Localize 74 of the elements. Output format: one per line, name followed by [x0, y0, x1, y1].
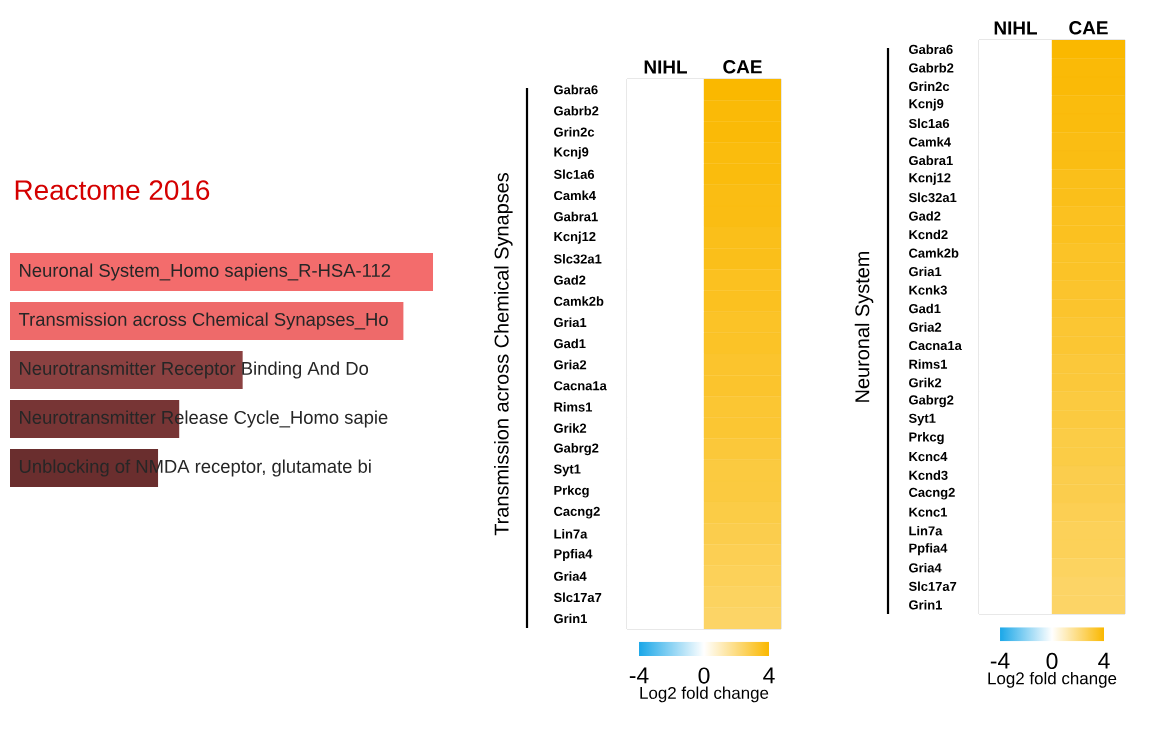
color-bar-label: 0 [1046, 652, 1058, 670]
y-tick-label: Slc1a6 [553, 169, 595, 179]
y-tick-label: Camk4 [554, 190, 596, 201]
x-tick-label: NIHL [644, 60, 687, 74]
color-bar-title: Log2 fold change [988, 671, 1117, 688]
y-tick-label: Grin2c [909, 81, 950, 92]
y-axis-title: Transmission across Chemical Synapses [494, 173, 513, 536]
y-tick-label: Syt1 [553, 464, 581, 477]
y-axis-title: Neuronal System [854, 251, 874, 402]
y-tick-label: Prkcg [554, 485, 589, 498]
y-tick-label: Gria4 [909, 562, 942, 573]
color-bar-label: -4 [629, 667, 649, 684]
y-tick-label: Cacng2 [554, 506, 600, 519]
y-tick-label: Kcnj9 [909, 98, 944, 111]
y-tick-label: Slc32a1 [908, 192, 957, 203]
y-tick-label: Kcnk3 [909, 285, 947, 295]
y-tick-label: Lin7a [554, 529, 588, 539]
y-tick-label: Gria2 [909, 322, 942, 332]
y-tick-label: Syt1 [908, 413, 936, 426]
y-tick-label: Cacna1a [554, 381, 607, 391]
y-tick-label: Prkcg [909, 432, 944, 445]
y-tick-label: Kcnd3 [909, 470, 948, 480]
y-tick-label: Transmission across Chemical Synapses_Ho [18, 312, 388, 330]
y-tick-label: Gabra1 [909, 155, 953, 166]
color-bar-label: 4 [1098, 652, 1110, 669]
y-tick-label: Gad1 [554, 338, 586, 349]
y-tick-label: Camk2b [554, 296, 604, 306]
y-tick-label: Gad2 [909, 211, 941, 221]
y-tick-label: Kcnj12 [909, 172, 951, 185]
y-tick-label: Grin1 [909, 599, 942, 610]
y-tick-label: Slc17a7 [553, 592, 602, 603]
y-tick-label: Gabra6 [554, 84, 598, 95]
color-bar-label: 0 [698, 667, 710, 684]
y-tick-label: Gabrg2 [909, 395, 954, 408]
y-tick-label: Slc17a7 [908, 581, 957, 591]
y-tick-label: Neuronal System_Homo sapiens_R-HSA-112 [20, 263, 391, 281]
y-tick-label: Grin1 [554, 613, 587, 624]
y-tick-label: Kcnc1 [909, 507, 948, 517]
y-tick-label: Gabrb2 [554, 105, 599, 116]
y-tick-label: Ppfia4 [554, 548, 593, 561]
y-tick-label: Camk4 [909, 137, 951, 147]
y-tick-label: Kcnj9 [554, 147, 589, 160]
y-tick-label: Lin7a [909, 525, 943, 536]
x-tick-label: NIHL [994, 21, 1037, 35]
y-tick-label: Camk2b [909, 248, 959, 258]
y-tick-label: Ppfia4 [909, 543, 948, 556]
y-tick-label: Gabrb2 [909, 63, 954, 73]
color-bar-label: -4 [990, 652, 1010, 669]
color-bar-title: Log2 fold change [640, 686, 769, 703]
y-tick-label: Gad1 [909, 303, 941, 314]
y-tick-label: Gria2 [554, 359, 587, 370]
y-tick-label: Grik2 [909, 377, 942, 388]
y-tick-label: Gabrg2 [554, 443, 599, 456]
y-tick-label: Kcnc4 [909, 452, 948, 462]
y-tick-label: Slc32a1 [553, 254, 602, 264]
y-tick-label: Gria4 [554, 571, 587, 581]
y-tick-label: Cacng2 [909, 487, 955, 500]
y-tick-label: Gad2 [554, 275, 586, 285]
y-tick-label: Gabra1 [554, 211, 598, 222]
y-tick-label: Gria1 [554, 317, 587, 328]
y-tick-label: Grin2c [554, 127, 595, 137]
y-tick-label: Grik2 [554, 423, 587, 433]
color-bar-label: 4 [763, 667, 775, 684]
x-tick-label: CAE [723, 60, 762, 74]
y-tick-label: Rims1 [909, 359, 948, 369]
y-tick-label: Cacna1a [909, 340, 962, 351]
chart-title: Reactome 2016 [15, 180, 210, 200]
y-tick-label: Gria1 [909, 266, 942, 277]
y-tick-label: Kcnj12 [554, 231, 596, 244]
x-tick-label: CAE [1069, 21, 1108, 35]
y-tick-label: Slc1a6 [908, 118, 950, 129]
y-tick-label: Rims1 [554, 402, 593, 412]
y-tick-label: Kcnd2 [909, 229, 948, 240]
y-tick-label: Gabra6 [909, 44, 953, 55]
